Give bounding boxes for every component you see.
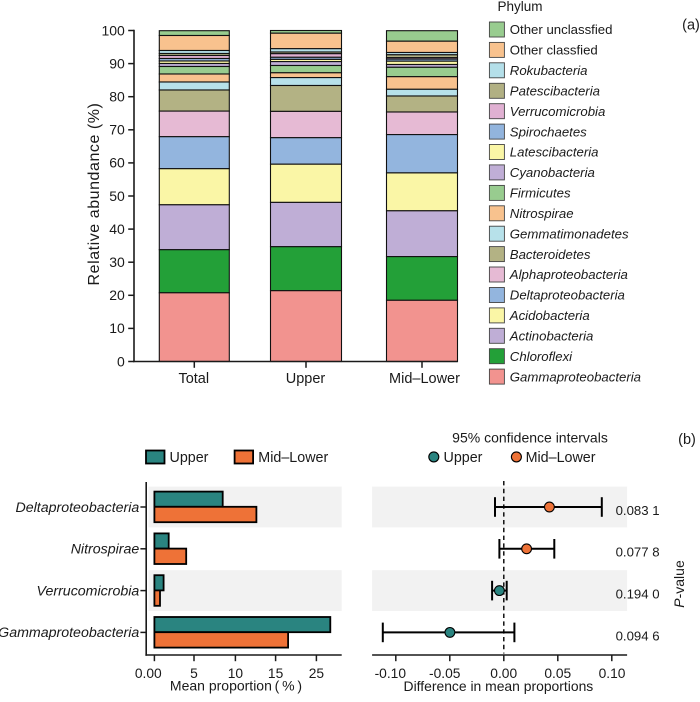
svg-text:60: 60 [109, 155, 125, 171]
svg-text:Relative abundance (%): Relative abundance (%) [86, 103, 103, 286]
svg-text:Actinobacteria: Actinobacteria [509, 329, 594, 344]
svg-text:Upper: Upper [444, 450, 483, 466]
svg-text:Mid–Lower: Mid–Lower [258, 450, 328, 466]
svg-text:Firmicutes: Firmicutes [510, 186, 571, 201]
svg-text:30: 30 [109, 254, 125, 270]
svg-text:100: 100 [101, 22, 125, 38]
svg-text:5: 5 [190, 666, 198, 681]
svg-text:0: 0 [117, 353, 125, 369]
svg-text:-0.10: -0.10 [375, 666, 407, 681]
svg-text:Nitrospirae: Nitrospirae [71, 542, 140, 558]
svg-text:40: 40 [109, 221, 125, 237]
svg-text:Mid–Lower: Mid–Lower [389, 371, 460, 387]
svg-text:0.194 0: 0.194 0 [616, 587, 660, 602]
svg-text:Other classfied: Other classfied [510, 43, 598, 58]
svg-text:Acidobacteria: Acidobacteria [509, 308, 590, 323]
svg-text:Patescibacteria: Patescibacteria [510, 84, 600, 99]
svg-text:Deltaproteobacteria: Deltaproteobacteria [510, 288, 625, 303]
svg-text:Total: Total [178, 371, 209, 387]
svg-text:0.077 8: 0.077 8 [616, 545, 660, 560]
svg-text:Upper: Upper [170, 450, 209, 466]
svg-text:Bacteroidetes: Bacteroidetes [510, 247, 591, 262]
svg-text:95% confidence intervals: 95% confidence intervals [452, 429, 608, 445]
svg-text:70: 70 [109, 122, 125, 138]
svg-text:Rokubacteria: Rokubacteria [510, 63, 588, 78]
svg-text:0.05: 0.05 [544, 666, 571, 681]
svg-text:-0.05: -0.05 [429, 666, 461, 681]
svg-text:0.00: 0.00 [135, 666, 162, 681]
svg-text:0.10: 0.10 [599, 666, 626, 681]
svg-text:Cyanobacteria: Cyanobacteria [510, 165, 595, 180]
svg-text:Verrucomicrobia: Verrucomicrobia [510, 104, 606, 119]
svg-text:10: 10 [228, 666, 244, 681]
svg-text:Gammaproteobacteria: Gammaproteobacteria [510, 369, 641, 384]
svg-text:Difference in mean proportions: Difference in mean proportions [404, 678, 594, 694]
svg-text:0.094 6: 0.094 6 [616, 628, 660, 643]
svg-text:Alphaproteobacteria: Alphaproteobacteria [509, 267, 628, 282]
svg-text:10: 10 [109, 320, 125, 336]
svg-text:50: 50 [109, 188, 125, 204]
svg-text:Gemmatimonadetes: Gemmatimonadetes [510, 226, 629, 241]
svg-text:Upper: Upper [286, 371, 326, 387]
svg-text:Spirochaetes: Spirochaetes [510, 124, 587, 139]
svg-text:0.00: 0.00 [490, 666, 517, 681]
svg-text:80: 80 [109, 89, 125, 105]
svg-text:90: 90 [109, 55, 125, 71]
svg-text:Mid–Lower: Mid–Lower [526, 450, 596, 466]
svg-text:20: 20 [109, 287, 125, 303]
svg-text:(b): (b) [678, 432, 696, 448]
svg-text:Latescibacteria: Latescibacteria [510, 145, 599, 160]
svg-text:Mean proportion ( % ): Mean proportion ( % ) [170, 678, 302, 694]
svg-text:Chloroflexi: Chloroflexi [510, 349, 573, 364]
svg-text:Phylum: Phylum [497, 0, 542, 14]
svg-text:15: 15 [268, 666, 284, 681]
svg-text:Other unclassfied: Other unclassfied [510, 22, 613, 37]
svg-text:Nitrospirae: Nitrospirae [510, 206, 574, 221]
svg-text:0.083 1: 0.083 1 [616, 503, 660, 518]
svg-text:Verrucomicrobia: Verrucomicrobia [37, 583, 140, 599]
svg-text:Deltaproteobacteria: Deltaproteobacteria [15, 500, 139, 516]
svg-text:Gammaproteobacteria: Gammaproteobacteria [0, 625, 139, 641]
svg-text:(a): (a) [682, 18, 700, 34]
svg-text:P-value: P-value [671, 560, 687, 608]
svg-text:25: 25 [309, 666, 325, 681]
